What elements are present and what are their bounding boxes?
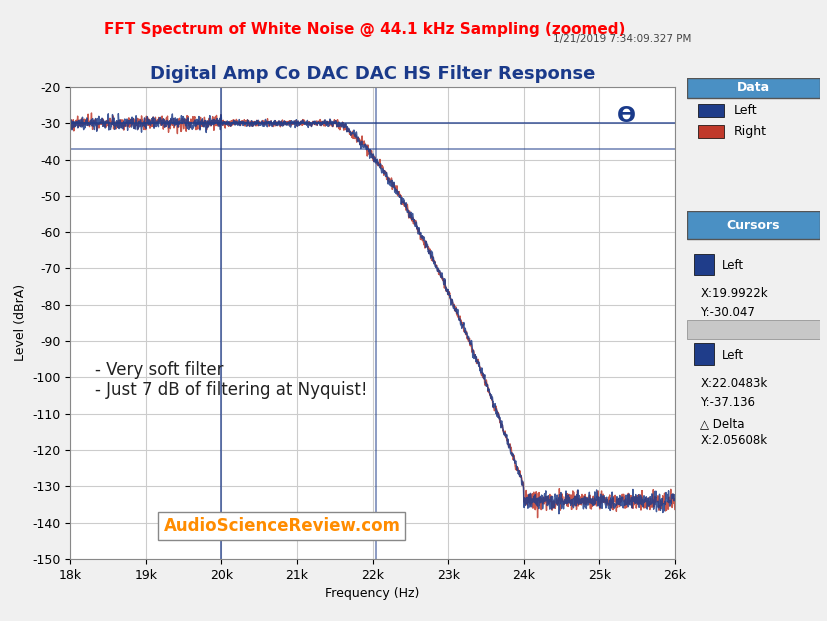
FancyBboxPatch shape	[697, 104, 724, 117]
Text: X:19.9922k: X:19.9922k	[700, 288, 767, 300]
Text: Cursors: Cursors	[726, 219, 779, 232]
Text: FFT Spectrum of White Noise @ 44.1 kHz Sampling (zoomed): FFT Spectrum of White Noise @ 44.1 kHz S…	[103, 22, 624, 37]
FancyBboxPatch shape	[686, 211, 819, 240]
X-axis label: Frequency (Hz): Frequency (Hz)	[325, 587, 419, 600]
Text: X:2.05608k: X:2.05608k	[700, 433, 767, 446]
Text: Left: Left	[721, 259, 743, 272]
Text: Y:-30.047: Y:-30.047	[700, 306, 754, 319]
Y-axis label: Level (dBrA): Level (dBrA)	[14, 284, 26, 361]
Text: - Very soft filter
- Just 7 dB of filtering at Nyquist!: - Very soft filter - Just 7 dB of filter…	[94, 361, 366, 399]
Text: Left: Left	[721, 348, 743, 361]
Text: Y:-37.136: Y:-37.136	[700, 396, 754, 409]
Text: Left: Left	[733, 104, 757, 117]
FancyBboxPatch shape	[686, 320, 819, 338]
Text: ϴ: ϴ	[616, 106, 635, 126]
FancyBboxPatch shape	[697, 125, 724, 138]
Text: Right: Right	[733, 125, 766, 138]
Text: AudioScienceReview.com: AudioScienceReview.com	[163, 517, 400, 535]
FancyBboxPatch shape	[693, 343, 713, 365]
Text: 1/21/2019 7:34:09.327 PM: 1/21/2019 7:34:09.327 PM	[552, 34, 691, 44]
Text: Data: Data	[736, 81, 769, 94]
Title: Digital Amp Co DAC DAC HS Filter Response: Digital Amp Co DAC DAC HS Filter Respons…	[150, 65, 595, 83]
Text: X:22.0483k: X:22.0483k	[700, 377, 767, 390]
Text: △ Delta: △ Delta	[700, 417, 744, 430]
FancyBboxPatch shape	[686, 78, 819, 97]
FancyBboxPatch shape	[693, 253, 713, 275]
